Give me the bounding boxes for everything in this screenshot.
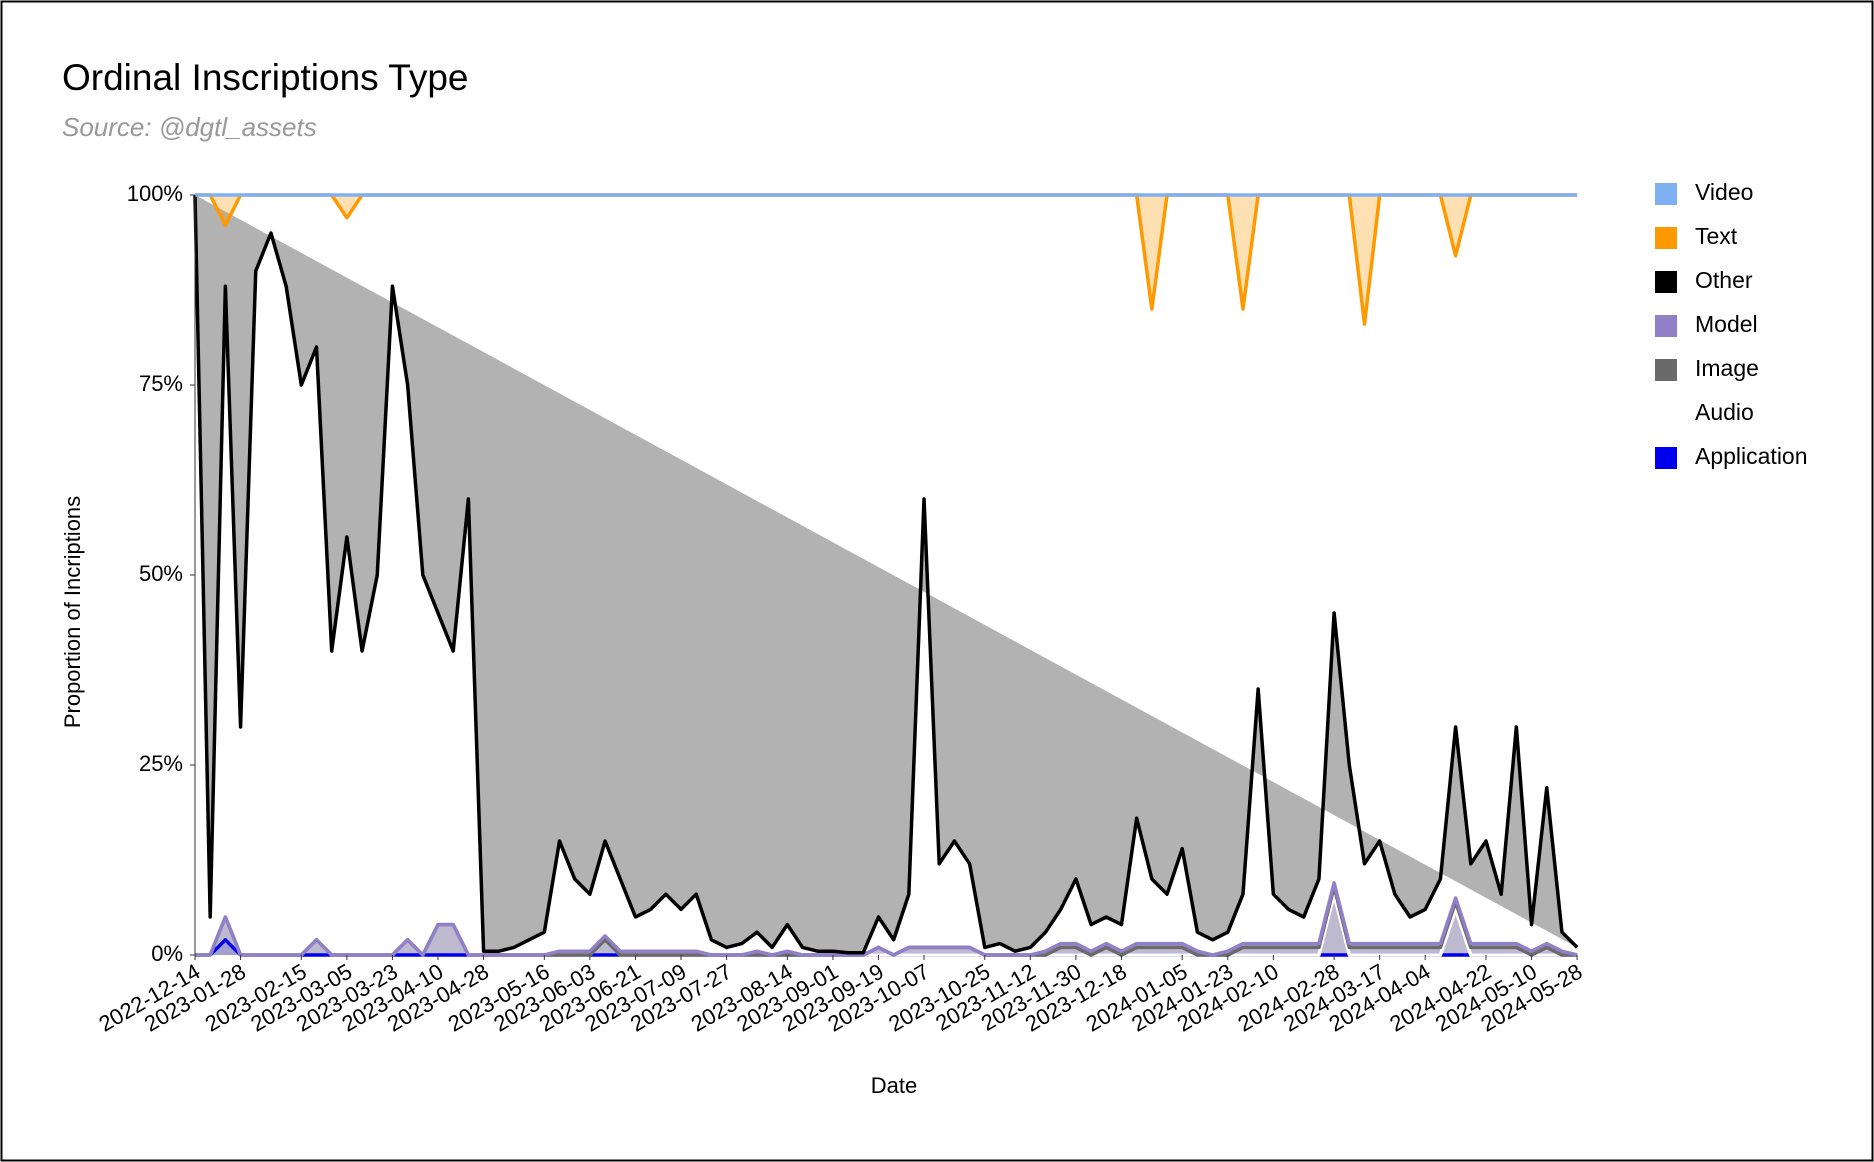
line [193,194,1579,955]
legend-swatch [1655,403,1677,425]
legend-label: Audio [1695,399,1754,425]
legend-label: Text [1695,223,1738,249]
y-tick-label: 50% [139,561,183,586]
y-tick-label: 0% [151,941,183,966]
line [195,881,1578,957]
legend-swatch [1655,227,1677,249]
legend-swatch [1655,447,1677,469]
legend-label: Video [1695,179,1753,205]
legend-label: Application [1695,443,1808,469]
y-tick-label: 75% [139,371,183,396]
y-tick-label: 100% [127,181,183,206]
y-axis-label: Proportion of Incriptions [60,496,85,728]
chart-subtitle: Source: @dgtl_assets [62,112,317,142]
legend-swatch [1655,359,1677,381]
x-axis-label: Date [871,1073,917,1098]
legend-label: Other [1695,267,1753,293]
chart-title: Ordinal Inscriptions Type [62,57,469,98]
legend-swatch [1655,183,1677,205]
area [195,195,1578,953]
legend-label: Image [1695,355,1759,381]
legend-label: Model [1695,311,1758,337]
legend-swatch [1655,315,1677,337]
y-tick-label: 25% [139,751,183,776]
legend-swatch [1655,271,1677,293]
